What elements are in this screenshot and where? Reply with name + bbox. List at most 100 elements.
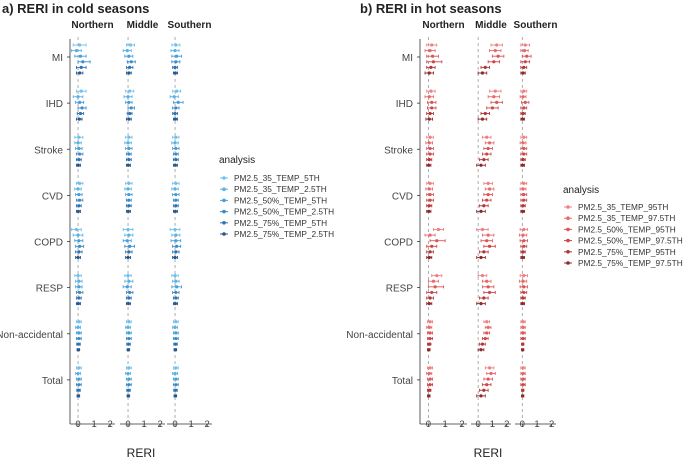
legend-entry: PM2.5_75%_TEMP_5TH [234, 218, 327, 228]
facet-label: Southern [514, 20, 558, 31]
estimate-point [76, 348, 80, 352]
estimate-point [173, 209, 177, 213]
estimate-point [78, 244, 82, 248]
estimate-point [127, 117, 131, 121]
estimate-point [174, 106, 178, 110]
outcome-label: CVD [392, 191, 413, 202]
estimate-point [126, 342, 131, 346]
estimate-point [486, 192, 490, 197]
estimate-point [126, 388, 131, 392]
estimate-point [77, 296, 81, 300]
estimate-point [487, 290, 492, 295]
estimate-point [521, 342, 525, 346]
estimate-point [77, 204, 81, 208]
estimate-point [428, 49, 432, 53]
estimate-point [521, 111, 525, 116]
estimate-point [428, 152, 432, 156]
x-tick-label: 1 [141, 419, 146, 430]
estimate-point [173, 348, 177, 352]
legend-key-point [566, 261, 570, 265]
estimate-point [521, 95, 525, 99]
estimate-point [482, 388, 486, 392]
estimate-point [521, 320, 525, 324]
legend-entry: PM2.5_50%_TEMP_5TH [234, 195, 327, 205]
estimate-point [430, 43, 434, 47]
estimate-point [127, 320, 131, 324]
estimate-point [174, 336, 178, 341]
estimate-point [174, 135, 178, 139]
estimate-point [76, 255, 80, 260]
estimate-point [521, 371, 525, 376]
x-tick-label: 2 [459, 419, 464, 430]
estimate-point [127, 192, 131, 197]
facet-northern: Northern 0 1 2 [70, 20, 115, 430]
outcome-label: Non-accidental [346, 330, 413, 341]
estimate-point [125, 239, 129, 243]
estimate-point [77, 279, 81, 283]
estimate-point [522, 106, 526, 110]
facet-label: Northern [422, 20, 464, 31]
x-tick-label: 1 [534, 419, 539, 430]
estimate-point [521, 158, 525, 162]
estimate-point [427, 342, 431, 346]
estimate-point [77, 239, 81, 243]
estimate-point [127, 233, 131, 237]
legend-key-point [566, 238, 570, 243]
estimate-point [173, 394, 177, 398]
estimate-point [433, 285, 437, 289]
estimate-point [436, 227, 441, 232]
estimate-point [174, 296, 178, 300]
estimate-point [521, 331, 525, 335]
estimate-point [521, 209, 525, 213]
estimate-point [429, 65, 433, 69]
estimate-point [173, 388, 178, 392]
legend-key-point [222, 221, 226, 225]
estimate-point [126, 348, 130, 352]
legend-entry: PM2.5_50%_TEMP_97.5TH [578, 236, 683, 246]
estimate-point [127, 54, 131, 58]
estimate-point [427, 348, 431, 352]
estimate-point [76, 141, 80, 145]
estimate-point [427, 95, 431, 99]
estimate-point [77, 117, 81, 121]
x-tick-label: 0 [475, 419, 480, 430]
panel-cold: a) RERI in cold seasons MI IHD Stroke CVD COP… [0, 1, 334, 460]
estimate-point [428, 181, 432, 185]
estimate-point [77, 250, 81, 254]
estimate-point [125, 285, 129, 289]
facet-middle: Middle 0 1 2 [120, 20, 165, 430]
facet-label: Middle [475, 20, 507, 31]
estimate-point [174, 158, 178, 162]
x-tick-label: 1 [188, 419, 193, 430]
estimate-point [126, 163, 130, 167]
estimate-point [78, 198, 82, 202]
legend-title: analysis [563, 185, 599, 196]
x-tick-label: 2 [504, 419, 509, 430]
estimate-point [174, 233, 178, 237]
estimate-point [174, 181, 178, 185]
estimate-point [521, 366, 525, 370]
estimate-point [129, 60, 133, 64]
estimate-point [79, 89, 83, 93]
estimate-point [175, 89, 179, 93]
estimate-point [126, 95, 130, 99]
legend-entry: PM2.5_35_TEMP_5TH [234, 173, 320, 183]
facet-southern: Southern 0 1 2 [167, 20, 212, 430]
estimate-point [485, 198, 489, 202]
x-tick-label: 2 [158, 419, 163, 430]
estimate-point [485, 383, 489, 387]
estimate-point [77, 146, 81, 151]
estimate-point [525, 54, 529, 58]
estimate-point [173, 111, 177, 116]
estimate-point [76, 394, 80, 398]
estimate-point [76, 371, 80, 376]
outcome-label: Stroke [384, 145, 413, 156]
estimate-point [428, 296, 432, 300]
estimate-point [482, 296, 486, 300]
estimate-point [77, 158, 81, 162]
estimate-point [78, 111, 83, 116]
estimate-point [174, 198, 178, 202]
estimate-point [479, 348, 483, 352]
x-tick-label: 2 [549, 419, 554, 430]
estimate-point [522, 65, 526, 69]
